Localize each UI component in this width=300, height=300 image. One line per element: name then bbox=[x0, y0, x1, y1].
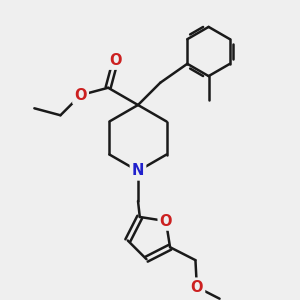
Text: O: O bbox=[74, 88, 87, 103]
Text: O: O bbox=[109, 53, 122, 68]
Text: O: O bbox=[160, 214, 172, 229]
Text: N: N bbox=[132, 164, 144, 178]
Text: O: O bbox=[190, 280, 203, 295]
